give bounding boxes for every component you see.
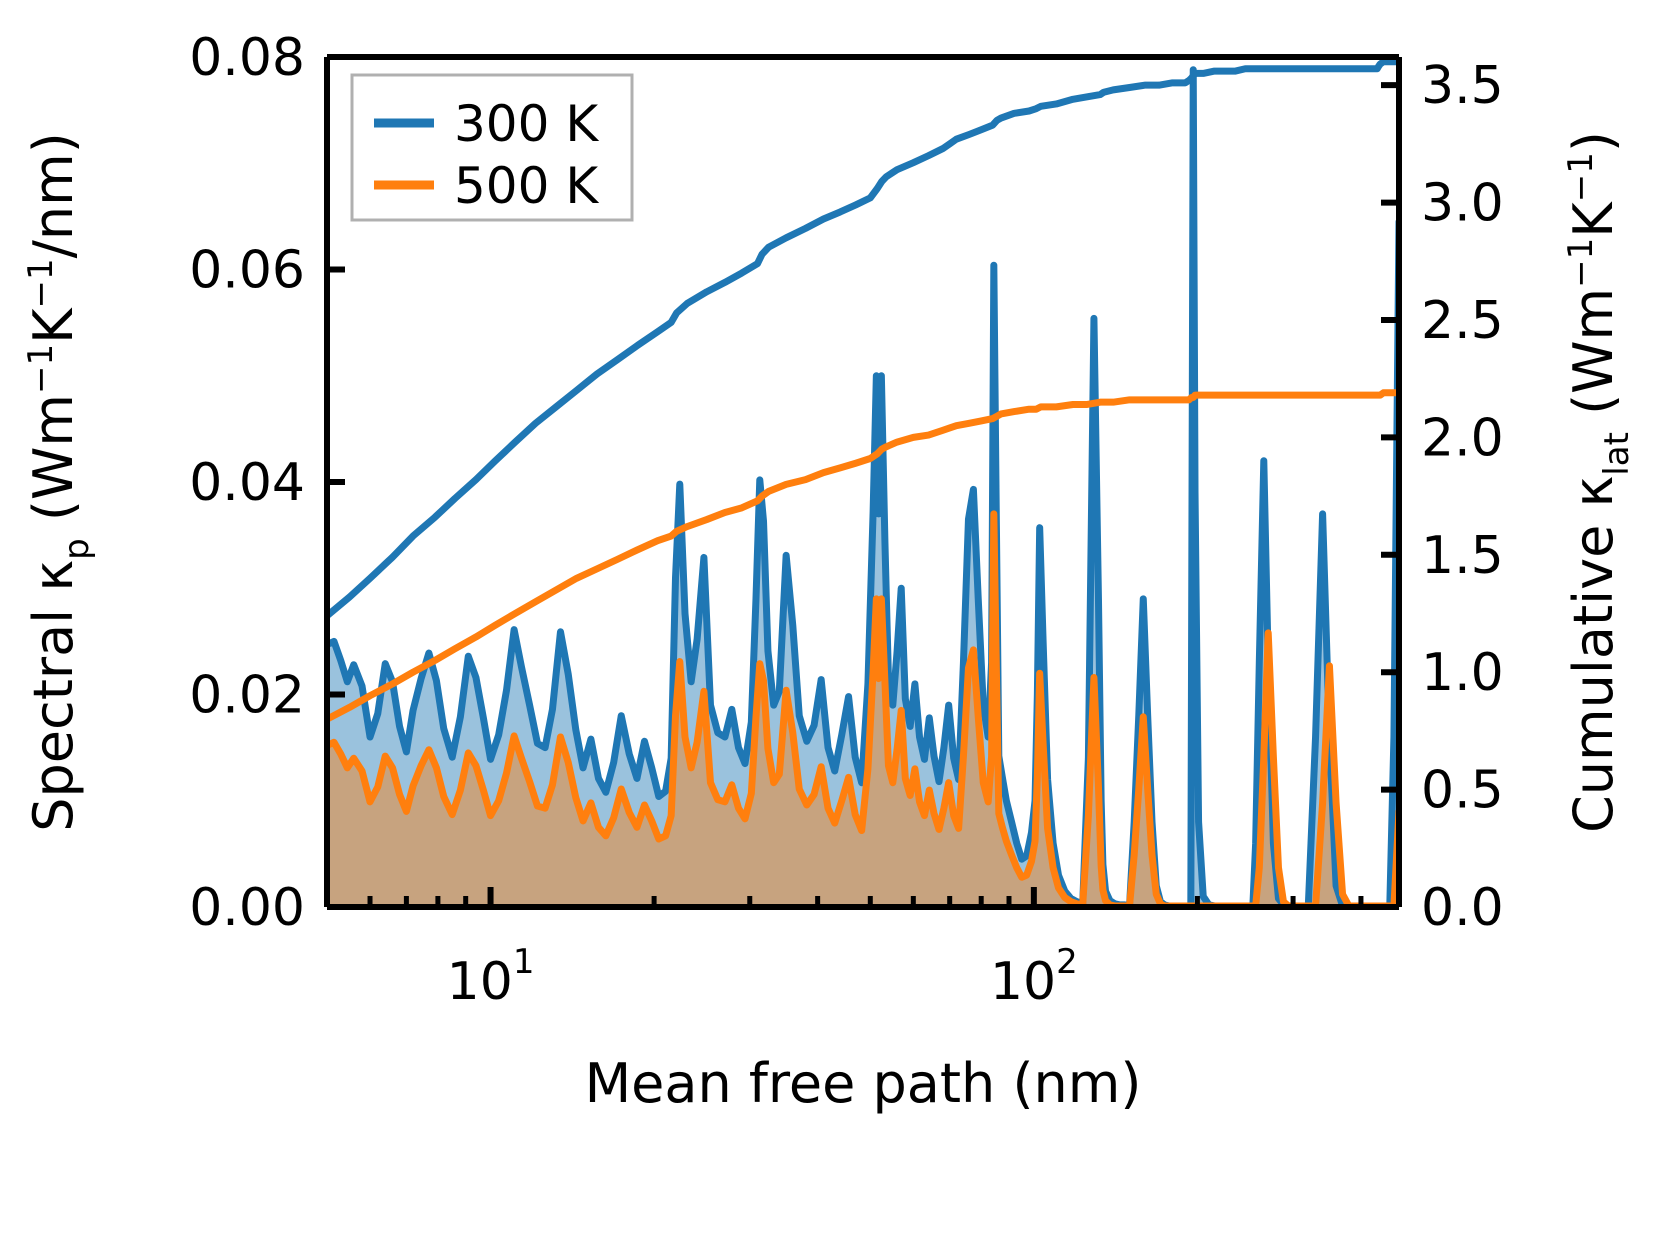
cumulative-line-300k bbox=[327, 58, 1399, 620]
axis-tick-labels: 0.08 0.06 0.04 0.02 0.00 3.5 3.0 2.5 2.0 1.5 1.0 0.… bbox=[189, 28, 1503, 1012]
ytick-label-right-3: 2.0 bbox=[1421, 408, 1504, 468]
axis-labels: Mean free path (nm) Spectral κp (Wm−1K−1/… bbox=[21, 131, 1637, 1115]
ytick-label-right-1: 3.0 bbox=[1421, 174, 1504, 234]
plot-area bbox=[327, 58, 1399, 907]
y-axis-label-left: Spectral κp (Wm−1K−1/nm) bbox=[21, 132, 97, 832]
ytick-label-left-3: 0.02 bbox=[189, 666, 305, 726]
cumulative-line-500k bbox=[327, 389, 1399, 723]
xtick-label-0: 101 bbox=[447, 942, 535, 1012]
legend-label-0: 300 K bbox=[454, 95, 599, 153]
ytick-label-right-5: 1.0 bbox=[1421, 643, 1504, 703]
axis-ticks bbox=[324, 54, 1399, 910]
ytick-label-left-0: 0.08 bbox=[189, 28, 305, 88]
ytick-label-right-4: 1.5 bbox=[1421, 526, 1504, 586]
legend-label-1: 500 K bbox=[454, 157, 599, 215]
ytick-label-right-2: 2.5 bbox=[1421, 291, 1504, 351]
x-axis-label: Mean free path (nm) bbox=[585, 1052, 1142, 1115]
ytick-label-right-6: 0.5 bbox=[1421, 761, 1504, 821]
ytick-label-left-2: 0.04 bbox=[189, 453, 305, 513]
xtick-label-1: 102 bbox=[990, 942, 1078, 1012]
ytick-label-right-0: 3.5 bbox=[1421, 56, 1504, 116]
legend-box bbox=[350, 73, 634, 222]
ytick-label-left-1: 0.06 bbox=[189, 241, 305, 301]
ytick-label-left-4: 0.00 bbox=[189, 878, 305, 938]
legend-entry-1[interactable]: 500 K bbox=[374, 157, 599, 215]
legend-entry-0[interactable]: 300 K bbox=[374, 95, 599, 153]
spectral-area-300k bbox=[327, 69, 1399, 907]
ytick-label-right-7: 0.0 bbox=[1421, 878, 1504, 938]
y-axis-label-right: Cumulative κlat (Wm−1K−1) bbox=[1561, 131, 1637, 833]
